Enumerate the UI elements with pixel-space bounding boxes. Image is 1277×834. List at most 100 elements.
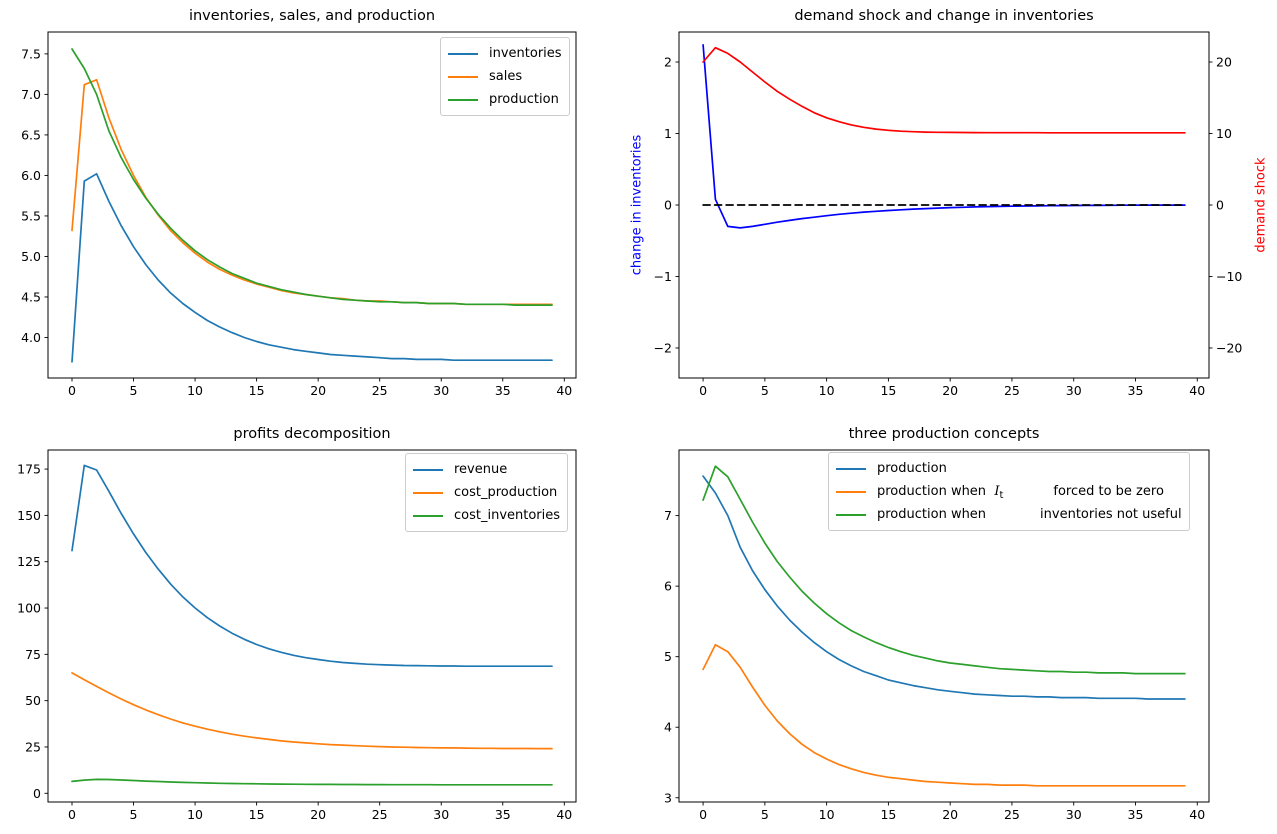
legend-text: inventories not useful xyxy=(1040,507,1182,522)
axes-frame xyxy=(47,449,577,803)
chart1-title: inventories, sales, and production xyxy=(188,8,436,24)
y-tick-label: 0 xyxy=(664,198,672,213)
y2-tick-label: −20 xyxy=(1216,340,1242,355)
legend-text: sales xyxy=(489,69,523,84)
legend-text: production xyxy=(877,461,947,476)
y-tick-label: 5 xyxy=(664,649,672,664)
y-tick-label: 3 xyxy=(664,790,672,805)
line-inventories xyxy=(71,172,553,363)
x-tick-label: 20 xyxy=(310,807,326,822)
legend-text: production xyxy=(489,92,559,107)
x-tick-label: 25 xyxy=(1004,383,1020,398)
line-cost-production xyxy=(71,672,553,750)
x-tick-label: 35 xyxy=(495,383,511,398)
line-change-in-inventories xyxy=(702,44,1186,229)
y-tick-label: 7 xyxy=(664,508,672,523)
x-tick-label: 20 xyxy=(310,383,326,398)
legend-item: revenue xyxy=(413,458,560,481)
chart4-legend: production production when It forced to be… xyxy=(828,452,1190,531)
legend-label: production xyxy=(877,461,947,476)
legend-label: revenue xyxy=(454,462,507,477)
legend-text: production when xyxy=(877,507,987,522)
legend-spacer xyxy=(986,517,1040,518)
y-tick-label: 4 xyxy=(664,720,672,735)
legend-line-sample xyxy=(413,491,443,494)
y-tick-label: 7.5 xyxy=(21,46,41,61)
legend-label: sales xyxy=(489,69,522,84)
legend-text: I xyxy=(994,484,1000,499)
y-tick-label: 175 xyxy=(17,462,41,477)
legend-text: revenue xyxy=(454,462,508,477)
x-tick-label: 5 xyxy=(130,383,138,398)
legend-item: sales xyxy=(448,65,562,88)
x-tick-label: 10 xyxy=(819,807,835,822)
x-tick-label: 15 xyxy=(249,383,265,398)
legend-label: production xyxy=(489,92,559,107)
y-tick-label: 1 xyxy=(664,126,672,141)
line-production-when-it-forced-to-be-zero xyxy=(702,643,1186,787)
x-tick-label: 10 xyxy=(187,807,203,822)
x-tick-label: 15 xyxy=(249,807,265,822)
x-tick-label: 25 xyxy=(372,807,388,822)
chart3-legend: revenue cost_production cost_inventories xyxy=(405,453,569,532)
line-production xyxy=(702,475,1186,700)
legend-label: production when inventories not useful xyxy=(877,507,1182,522)
legend-line-sample xyxy=(448,98,478,101)
line-cost-inventories xyxy=(71,778,553,786)
y-tick-label: 6.5 xyxy=(21,127,41,142)
chart1-legend: inventories sales production xyxy=(440,37,570,116)
y-tick-label: 150 xyxy=(17,508,41,523)
x-tick-label: 40 xyxy=(1189,383,1205,398)
legend-text: forced to be zero xyxy=(1053,484,1164,499)
legend-item: inventories xyxy=(448,42,562,65)
x-tick-label: 35 xyxy=(1128,383,1144,398)
legend-label: cost_production xyxy=(454,485,557,500)
line-production-when-inventories-not-useful xyxy=(702,465,1186,675)
x-tick-label: 30 xyxy=(433,383,449,398)
x-tick-label: 15 xyxy=(880,807,896,822)
y-tick-label: 6.0 xyxy=(21,168,41,183)
x-tick-label: 5 xyxy=(130,807,138,822)
legend-line-sample xyxy=(413,514,443,517)
x-tick-label: 20 xyxy=(942,383,958,398)
legend-text: inventories xyxy=(489,46,562,61)
x-tick-label: 25 xyxy=(1004,807,1020,822)
legend-item: cost_production xyxy=(413,481,560,504)
x-tick-label: 5 xyxy=(761,383,769,398)
x-tick-label: 0 xyxy=(68,807,76,822)
y2-tick-label: 0 xyxy=(1216,198,1224,213)
legend-item: production xyxy=(448,88,562,111)
subplot-3: 0 5 10 15 20 25 30 35 40 0 25 50 75 100 125 150 175 xyxy=(17,449,577,822)
y-tick-label: 4.0 xyxy=(21,330,41,345)
axes-frame xyxy=(678,449,1210,803)
x-tick-label: 5 xyxy=(761,807,769,822)
legend-text: t xyxy=(999,490,1004,501)
legend-line-sample xyxy=(413,468,443,471)
x-tick-label: 40 xyxy=(1189,807,1205,822)
legend-spacer xyxy=(1003,494,1053,495)
chart2-left-axis-label: change in inventories xyxy=(629,134,645,276)
chart2-title: demand shock and change in inventories xyxy=(794,8,1094,24)
y-tick-label: −2 xyxy=(654,340,672,355)
x-tick-label: 10 xyxy=(819,383,835,398)
chart3-title: profits decomposition xyxy=(233,426,391,442)
x-tick-label: 0 xyxy=(68,383,76,398)
legend-item: production xyxy=(836,457,1182,480)
x-tick-label: 25 xyxy=(372,383,388,398)
legend-item: production when It forced to be zero xyxy=(836,480,1182,503)
x-tick-label: 40 xyxy=(556,807,572,822)
x-tick-label: 20 xyxy=(942,807,958,822)
chart2-right-axis-label: demand shock xyxy=(1253,157,1269,253)
x-tick-label: 0 xyxy=(699,807,707,822)
y-tick-label: 25 xyxy=(25,739,41,754)
legend-line-sample xyxy=(836,467,866,470)
y-tick-label: 5.0 xyxy=(21,249,41,264)
x-tick-label: 40 xyxy=(556,383,572,398)
axes-frame xyxy=(47,31,577,379)
legend-text: cost_production xyxy=(454,485,558,500)
y2-tick-label: 20 xyxy=(1216,55,1232,70)
legend-line-sample xyxy=(836,490,866,493)
legend-text: cost_inventories xyxy=(454,508,561,523)
